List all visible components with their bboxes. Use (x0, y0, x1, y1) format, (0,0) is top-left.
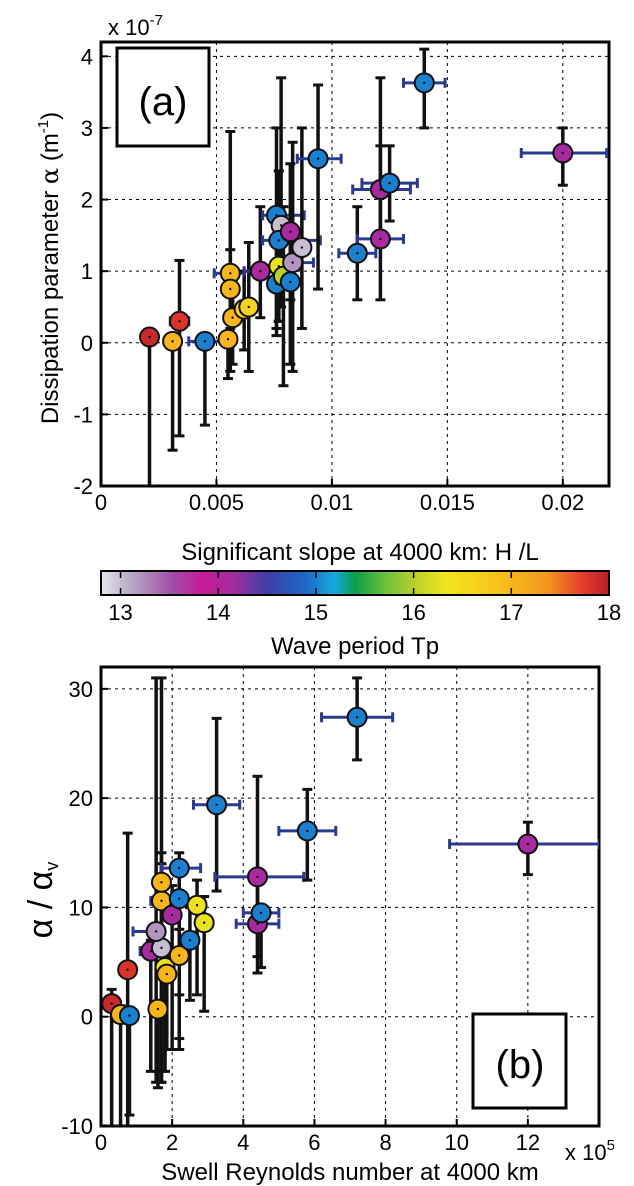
y-tick-label: 3 (81, 116, 93, 141)
y-tick-label: -10 (61, 1114, 93, 1139)
data-point (221, 280, 240, 299)
data-point (207, 795, 226, 814)
colorbar-tick-label: 14 (206, 600, 230, 625)
x-tick-label: 0.015 (420, 490, 475, 515)
panel-b-label-box: (b) (473, 1014, 566, 1108)
panel-b-x-multiplier: x 105 (565, 1137, 615, 1165)
data-point (188, 896, 207, 915)
panel-a-y-axis-label: Dissipation parameter α (m-1) (35, 112, 64, 424)
x-tick-label: 0 (95, 1130, 107, 1155)
y-tick-label: -2 (73, 474, 93, 499)
colorbar-tick-label: 13 (108, 600, 132, 625)
colorbar-tick-label: 16 (401, 600, 425, 625)
data-point (152, 873, 171, 892)
data-point (292, 238, 311, 257)
error-bar (168, 341, 178, 450)
x-tick-label: 6 (308, 1130, 320, 1155)
x-tick-label: 4 (237, 1130, 249, 1155)
data-point (180, 931, 199, 950)
panel-a-x-axis-label: Significant slope at 4000 km: H /L (181, 539, 539, 566)
data-point (148, 1000, 167, 1019)
panel-a-y-multiplier: x 10-7 (108, 12, 163, 40)
data-point (157, 965, 176, 984)
x-tick-label: 0.01 (310, 490, 353, 515)
colorbar: 13 14 15 16 17 18 Wave period Tp (101, 571, 621, 660)
colorbar-tick-label: 15 (304, 600, 328, 625)
x-tick-label: 10 (444, 1130, 468, 1155)
data-point (380, 174, 399, 193)
y-tick-label: 20 (69, 786, 93, 811)
y-tick-label: 30 (69, 677, 93, 702)
y-tick-label: 0 (81, 331, 93, 356)
x-tick-label: 12 (516, 1130, 540, 1155)
y-tick-label: -1 (73, 402, 93, 427)
data-point (118, 960, 137, 979)
colorbar-label: Wave period Tp (271, 633, 439, 660)
data-point (348, 708, 367, 727)
data-point (170, 859, 189, 878)
y-tick-label: 2 (81, 188, 93, 213)
data-point (219, 330, 238, 349)
panel-b-y-axis-label: α / αv (22, 862, 62, 939)
data-point (120, 1006, 139, 1025)
panel-b-label: (b) (496, 1043, 545, 1087)
panel-a-label-box: (a) (117, 48, 209, 146)
data-point (348, 244, 367, 263)
y-tick-label: 4 (81, 44, 93, 69)
data-point (298, 821, 317, 840)
x-tick-label: 8 (379, 1130, 391, 1155)
data-point (147, 922, 166, 941)
data-point (248, 867, 267, 886)
data-point (252, 903, 271, 922)
data-point (371, 229, 390, 248)
data-point (239, 297, 258, 316)
data-point (553, 144, 572, 163)
data-point (309, 149, 328, 168)
y-tick-label: 0 (81, 1005, 93, 1030)
x-tick-label: 0.005 (189, 490, 244, 515)
y-tick-label: 10 (69, 895, 93, 920)
data-point (251, 262, 270, 281)
x-tick-label: 2 (166, 1130, 178, 1155)
colorbar-tick-label: 18 (597, 600, 621, 625)
colorbar-gradient (101, 571, 609, 595)
data-point (415, 73, 434, 92)
data-point (195, 913, 214, 932)
error-bar (297, 85, 341, 289)
data-point (518, 835, 537, 854)
data-point (140, 328, 159, 347)
error-bar (144, 337, 154, 486)
data-point (195, 332, 214, 351)
data-point (281, 272, 300, 291)
colorbar-tick-label: 17 (499, 600, 523, 625)
x-tick-label: 0.02 (541, 490, 584, 515)
x-tick-label: 0 (95, 490, 107, 515)
panel-b-x-axis-label: Swell Reynolds number at 4000 km (161, 1159, 539, 1186)
y-tick-label: 1 (81, 259, 93, 284)
panel-a-label: (a) (139, 80, 188, 124)
data-point (170, 312, 189, 331)
data-point (170, 889, 189, 908)
data-point (163, 332, 182, 351)
